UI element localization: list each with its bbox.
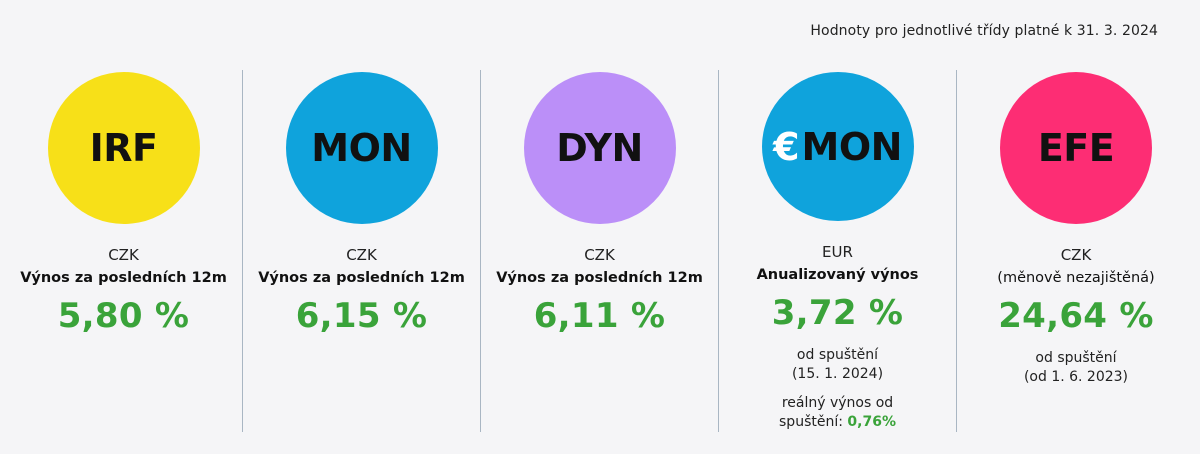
since-launch-label: od spuštění (1035, 350, 1117, 366)
fund-card-emon: € MON EUR Anualizovaný výnos 3,72 % od s… (719, 70, 957, 432)
launch-date: (od 1. 6. 2023) (1023, 369, 1129, 385)
fund-currency: EUR (822, 243, 853, 261)
fund-return-value: 6,15 % (295, 296, 428, 336)
fund-badge-emon: € MON (761, 72, 914, 221)
fund-return-label: Výnos za posledních 12m (496, 270, 703, 286)
since-launch-note: od spuštění (15. 1. 2024) (792, 346, 883, 384)
fund-badge-efe: EFE (1000, 72, 1152, 224)
fund-currency: CZK (108, 246, 139, 264)
fund-currency: CZK (1060, 246, 1092, 264)
fund-badge-dyn: DYN (523, 72, 676, 224)
fund-badge-mon: MON (285, 72, 438, 224)
fund-return-value: 24,64 % (998, 296, 1154, 336)
validity-note: Hodnoty pro jednotlivé třídy platné k 31… (810, 23, 1158, 39)
fund-currency: CZK (584, 246, 615, 264)
fund-code: MON (311, 126, 412, 170)
real-return-note: reálný výnos od spuštění: 0,76% (779, 394, 896, 432)
fund-currency: CZK (346, 246, 377, 264)
real-return-label: reálný výnos od (781, 395, 894, 411)
fund-code: EFE (1037, 126, 1115, 170)
since-launch-label: od spuštění (796, 347, 879, 363)
real-return-line: spuštění: 0,76% (779, 413, 896, 432)
fund-card-irf: IRF CZK Výnos za posledních 12m 5,80 % (5, 70, 243, 432)
fund-card-dyn: DYN CZK Výnos za posledních 12m 6,11 % (481, 70, 719, 432)
fund-code: IRF (89, 126, 158, 170)
fund-return-label: Výnos za posledních 12m (20, 270, 227, 286)
fund-columns: IRF CZK Výnos za posledních 12m 5,80 % M… (5, 70, 1195, 432)
fund-return-value: 3,72 % (771, 293, 904, 333)
launch-date: (15. 1. 2024) (791, 366, 884, 382)
fund-code: DYN (556, 126, 643, 170)
fund-code: MON (801, 124, 903, 169)
euro-icon: € (773, 124, 800, 169)
fund-return-label: Anualizovaný výnos (756, 267, 919, 283)
fund-return-value: 6,11 % (533, 296, 666, 336)
fund-return-value: 5,80 % (57, 296, 190, 336)
real-return-label-suffix: spuštění: (779, 414, 843, 430)
fund-return-label: Výnos za posledních 12m (258, 270, 465, 286)
real-return-value: 0,76% (847, 414, 896, 430)
fund-card-efe: EFE CZK (měnově nezajištěná) 24,64 % od … (957, 70, 1195, 432)
fund-badge-irf: IRF (47, 72, 200, 224)
fund-hedging-label: (měnově nezajištěná) (997, 270, 1155, 286)
since-launch-note: od spuštění (od 1. 6. 2023) (1024, 349, 1128, 387)
fund-card-mon: MON CZK Výnos za posledních 12m 6,15 % (243, 70, 481, 432)
